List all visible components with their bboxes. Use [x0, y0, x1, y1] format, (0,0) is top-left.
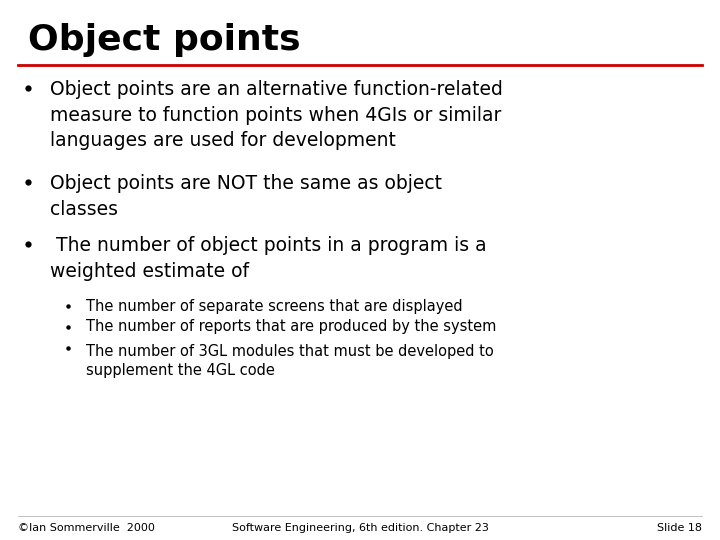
Text: Object points are an alternative function-related
measure to function points whe: Object points are an alternative functio… — [50, 80, 503, 151]
Text: Software Engineering, 6th edition. Chapter 23: Software Engineering, 6th edition. Chapt… — [232, 523, 488, 533]
Text: The number of 3GL modules that must be developed to
supplement the 4GL code: The number of 3GL modules that must be d… — [86, 344, 494, 378]
Text: Slide 18: Slide 18 — [657, 523, 702, 533]
Text: The number of separate screens that are displayed: The number of separate screens that are … — [86, 299, 463, 314]
Text: Object points: Object points — [28, 23, 301, 57]
Text: The number of reports that are produced by the system: The number of reports that are produced … — [86, 320, 496, 334]
Text: Object points are NOT the same as object
classes: Object points are NOT the same as object… — [50, 174, 442, 219]
Text: The number of object points in a program is a
weighted estimate of: The number of object points in a program… — [50, 236, 487, 281]
Text: ©Ian Sommerville  2000: ©Ian Sommerville 2000 — [18, 523, 155, 533]
